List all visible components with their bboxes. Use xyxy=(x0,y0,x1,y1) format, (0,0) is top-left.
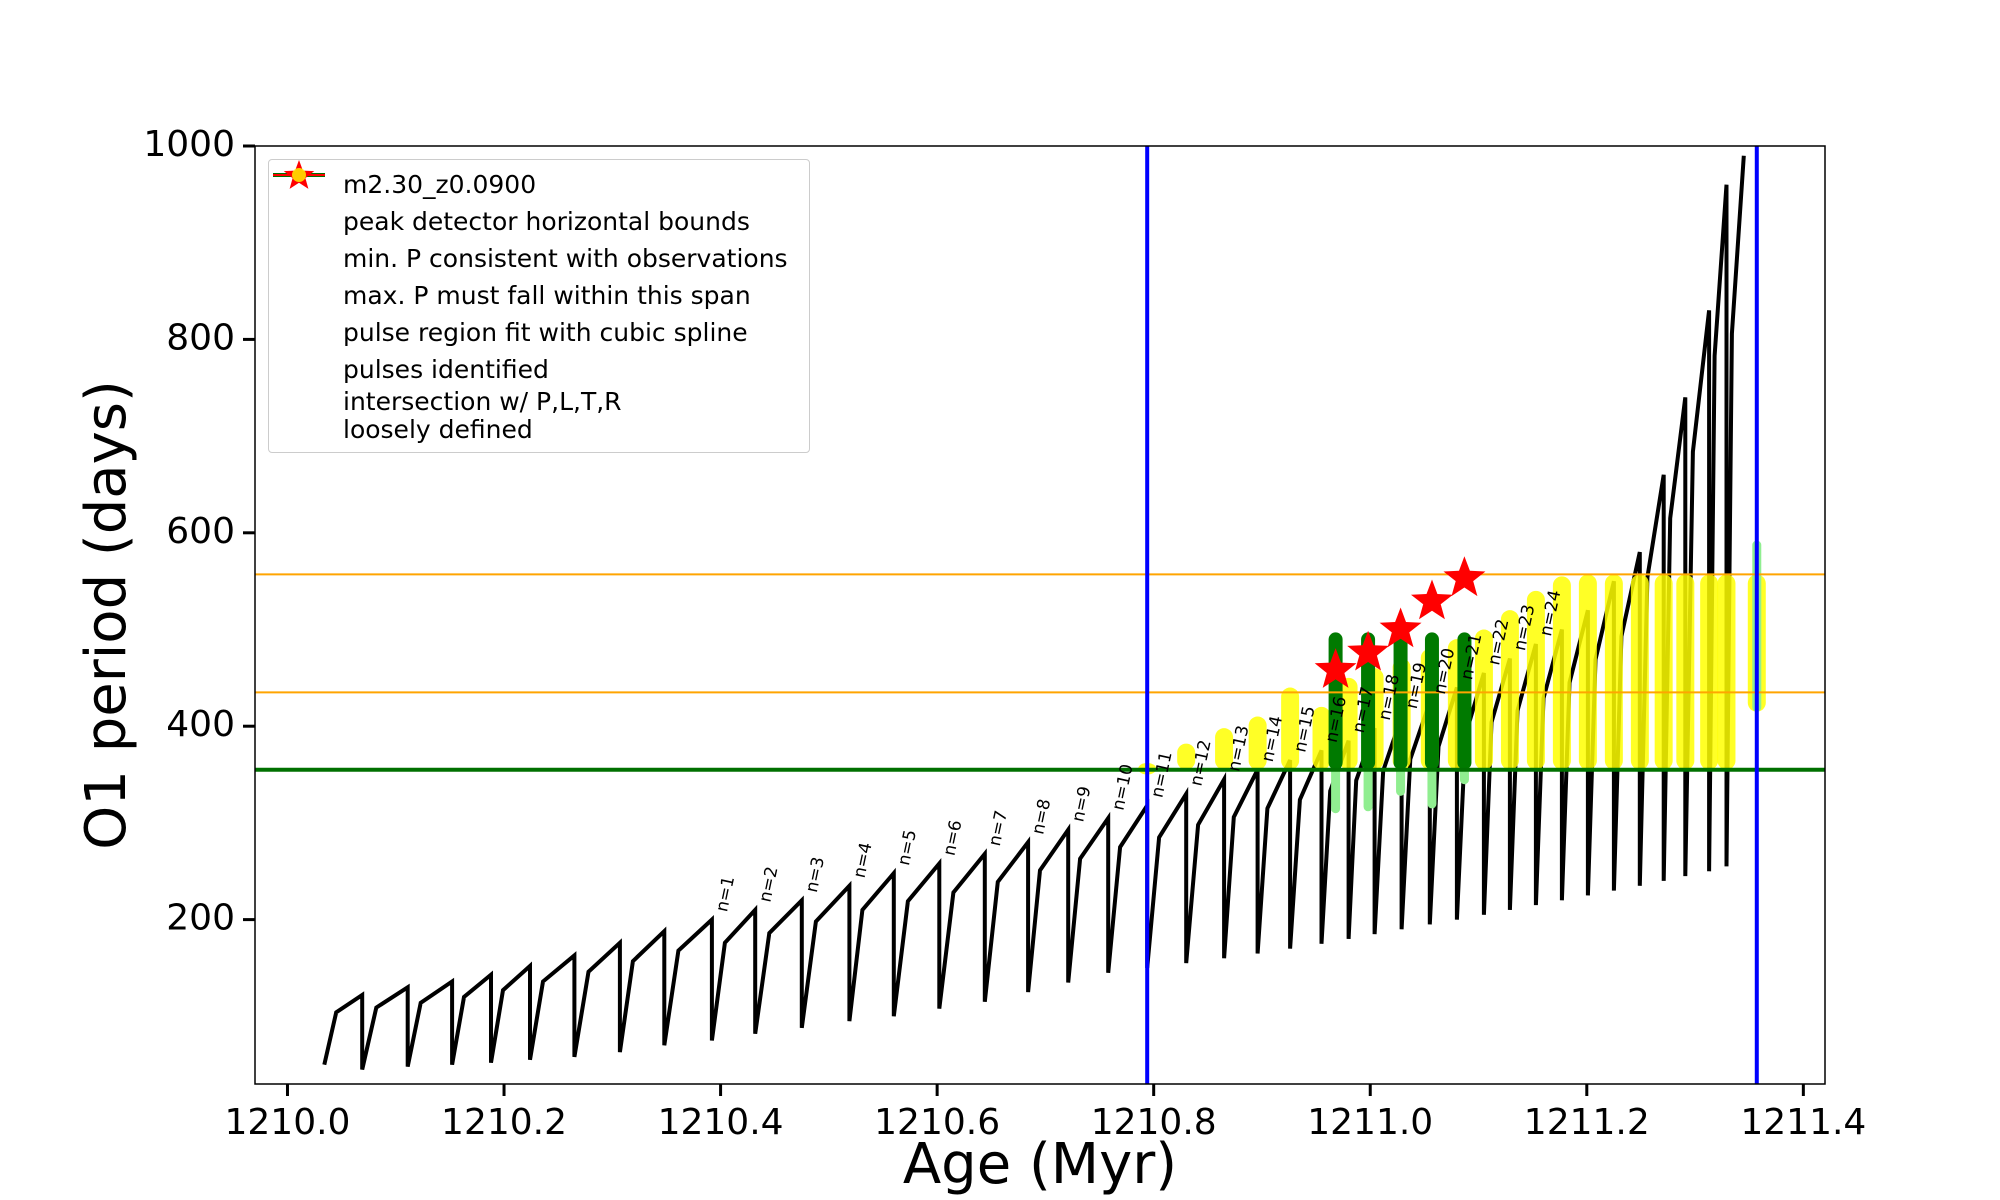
pulse-annotation: n=7 xyxy=(985,809,1012,848)
x-tick-label: 1211.2 xyxy=(1524,1102,1650,1143)
legend-label: m2.30_z0.0900 xyxy=(343,169,537,199)
range-bar xyxy=(1396,764,1406,796)
legend-label: min. P consistent with observations xyxy=(343,243,788,273)
range-bar xyxy=(1676,574,1695,770)
legend-entry: max. P must fall within this span xyxy=(269,174,809,314)
legend-entry: intersection w/ P,L,T,R loosely defined xyxy=(269,168,809,444)
pulse-annotation: n=5 xyxy=(894,828,921,867)
star-marker xyxy=(1347,630,1389,671)
y-axis-label: O1 period (days) xyxy=(74,380,139,850)
range-bar xyxy=(1331,764,1341,814)
range-bar xyxy=(1177,743,1196,770)
range-bar xyxy=(1500,610,1519,770)
range-bar xyxy=(1717,574,1736,770)
range-bar xyxy=(1474,629,1493,770)
range-bar xyxy=(1552,576,1571,770)
x-axis-label: Age (Myr) xyxy=(903,1132,1177,1197)
x-tick-label: 1211.4 xyxy=(1740,1102,1866,1143)
star-marker xyxy=(1314,648,1357,688)
y-tick-label: 400 xyxy=(166,704,235,745)
plot-frame xyxy=(254,145,1826,1085)
range-bar xyxy=(1604,574,1623,770)
range-bar xyxy=(1526,590,1545,770)
legend-label: max. P must fall within this span xyxy=(343,280,751,310)
star-marker xyxy=(1443,556,1486,597)
range-bar xyxy=(1578,574,1597,770)
legend-entry: pulses identified xyxy=(269,160,809,388)
x-tick-label: 1210.8 xyxy=(1091,1102,1217,1143)
legend-entry: pulse region fit with cubic spline xyxy=(269,171,809,351)
legend-label: pulses identified xyxy=(343,354,549,384)
y-tick-label: 800 xyxy=(166,317,235,358)
legend-label: pulse region fit with cubic spline xyxy=(343,317,748,347)
range-bar xyxy=(1363,764,1373,812)
star-marker xyxy=(1379,607,1422,648)
data-line xyxy=(322,155,1746,1070)
x-tick-label: 1210.0 xyxy=(224,1102,350,1143)
star-marker xyxy=(1411,579,1453,620)
legend-entry: peak detector horizontal bounds xyxy=(269,173,809,240)
range-bar xyxy=(1281,687,1300,770)
pulse-annotation: n=8 xyxy=(1028,797,1055,836)
legend-entry: m2.30_z0.0900 xyxy=(269,166,809,203)
x-tick-label: 1210.2 xyxy=(441,1102,567,1143)
pulse-annotation: n=1 xyxy=(712,874,739,913)
pulse-annotation: n=4 xyxy=(850,841,877,880)
x-tick-label: 1210.6 xyxy=(874,1102,1000,1143)
pulse-annotation: n=2 xyxy=(755,865,782,904)
legend-label: peak detector horizontal bounds xyxy=(343,206,750,236)
series-group xyxy=(322,155,1746,1070)
range-bar xyxy=(1312,706,1331,770)
range-bar xyxy=(1654,574,1673,770)
y-tick-label: 600 xyxy=(166,511,235,552)
range-bar xyxy=(1339,677,1358,770)
pulse-annotation: n=9 xyxy=(1068,785,1095,824)
x-tick-label: 1210.4 xyxy=(658,1102,784,1143)
pulse-annotation: n=3 xyxy=(802,855,829,894)
range-bar xyxy=(1215,728,1234,770)
series-group xyxy=(1145,146,1759,1084)
range-bar xyxy=(1393,632,1408,770)
range-bar xyxy=(1424,632,1439,770)
range-bar xyxy=(1248,716,1267,770)
legend-symbol-icon xyxy=(292,168,306,182)
range-bar xyxy=(1700,574,1719,770)
x-tick-label: 1211.0 xyxy=(1307,1102,1433,1143)
range-bar xyxy=(1457,632,1472,770)
series-group xyxy=(1314,556,1486,688)
legend-entry: min. P consistent with observations xyxy=(269,173,809,277)
y-tick-label: 200 xyxy=(166,898,235,939)
pulse-annotation: n=6 xyxy=(940,818,967,857)
range-bar xyxy=(1427,764,1437,809)
series-group xyxy=(255,573,1825,694)
y-tick-label: 1000 xyxy=(143,124,235,165)
range-bar xyxy=(1630,574,1649,770)
pulse-annotation: n=11 xyxy=(1147,750,1176,800)
legend-label: intersection w/ P,L,T,R loosely defined xyxy=(343,387,622,444)
legend-dot xyxy=(292,168,306,182)
range-bar xyxy=(1361,632,1376,770)
